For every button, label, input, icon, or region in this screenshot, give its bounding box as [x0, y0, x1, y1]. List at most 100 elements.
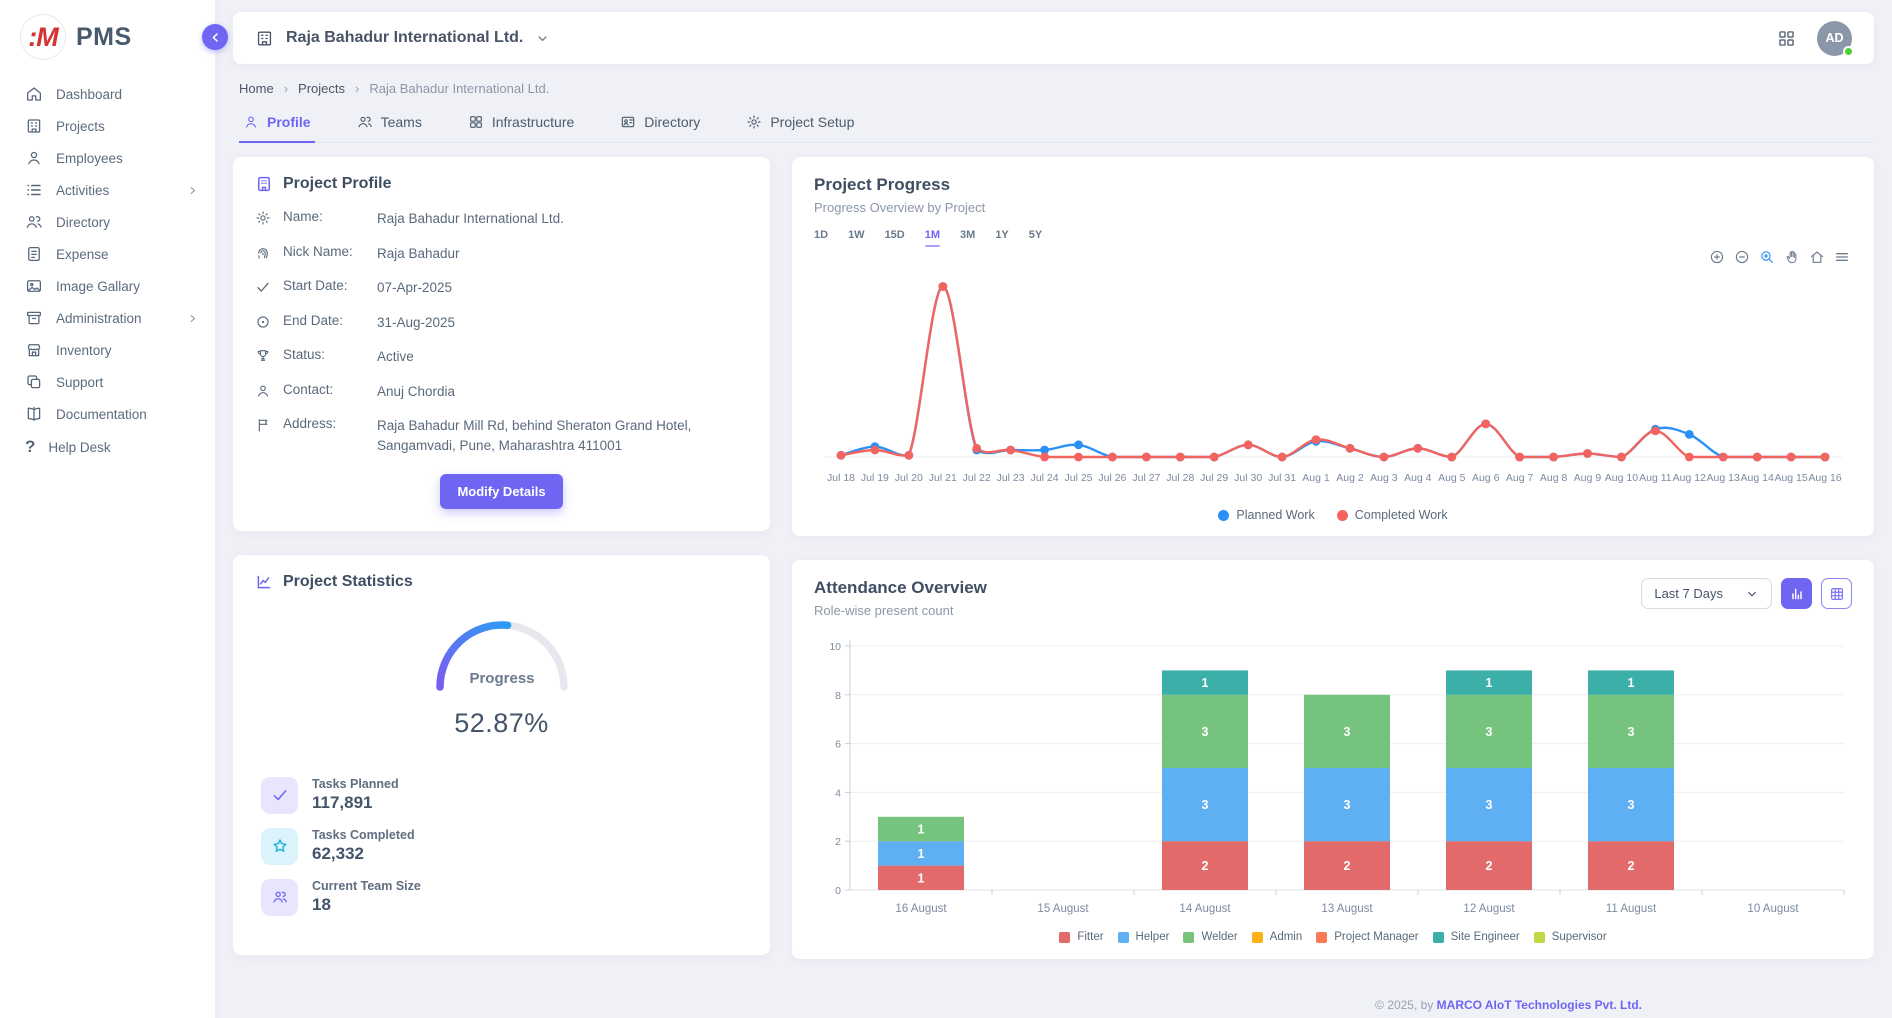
legend-label: Fitter [1077, 931, 1103, 943]
sidebar-collapse-button[interactable] [202, 24, 228, 50]
sidebar-item-projects[interactable]: Projects [0, 110, 215, 142]
svg-text:Jul 18: Jul 18 [827, 472, 855, 484]
legend-helper[interactable]: Helper [1118, 931, 1170, 943]
zoom-in-icon[interactable] [1709, 249, 1725, 265]
range-button-3m[interactable]: 3M [960, 229, 975, 247]
home-reset-icon[interactable] [1809, 249, 1825, 265]
svg-text:1: 1 [918, 823, 925, 837]
bar-view-button[interactable] [1781, 578, 1812, 609]
project-progress-card: Project Progress Progress Overview by Pr… [792, 157, 1874, 536]
help-icon: ? [25, 437, 35, 457]
field-value: Active [377, 347, 414, 367]
sidebar-item-label: Projects [56, 119, 105, 134]
range-buttons: 1D 1W 15D 1M 3M 1Y 5Y [814, 229, 1852, 247]
sidebar-item-documentation[interactable]: Documentation [0, 398, 215, 430]
idcard-icon [620, 114, 636, 130]
legend-welder[interactable]: Welder [1183, 931, 1237, 943]
attendance-range-select[interactable]: Last 7 Days [1641, 578, 1772, 609]
sidebar: :M PMS Dashboard Projects EmployeesActivit… [0, 0, 215, 1018]
legend-project-manager[interactable]: Project Manager [1316, 931, 1418, 943]
field-value: Raja Bahadur International Ltd. [377, 209, 564, 229]
legend-label: Admin [1270, 931, 1303, 943]
sidebar-item-label: Help Desk [48, 440, 110, 455]
breadcrumb-item-home[interactable]: Home [239, 81, 274, 96]
main-area: Raja Bahadur International Ltd. AD Home ›… [215, 0, 1892, 1018]
sidebar-item-label: Support [56, 375, 103, 390]
attendance-card-title: Attendance Overview [814, 578, 987, 598]
svg-text:3: 3 [1628, 725, 1635, 739]
apps-grid-icon[interactable] [1776, 28, 1797, 49]
sidebar-item-label: Expense [56, 247, 109, 262]
svg-text:14 August: 14 August [1179, 903, 1231, 915]
fingerprint-icon [255, 245, 271, 261]
zoom-out-icon[interactable] [1734, 249, 1750, 265]
legend-label: Site Engineer [1451, 931, 1520, 943]
profile-field-status: Status:Active [255, 347, 748, 367]
sidebar-item-image-gallary[interactable]: Image Gallary [0, 270, 215, 302]
sidebar-item-support[interactable]: Support [0, 366, 215, 398]
project-profile-card: Project Profile Name:Raja Bahadur Intern… [233, 157, 770, 531]
app-logo[interactable]: :M PMS [0, 0, 215, 70]
attendance-bar-chart[interactable]: 024681011116 August15 August233114 Augus… [814, 632, 1852, 927]
tab-project-setup[interactable]: Project Setup [742, 112, 858, 143]
modify-details-button[interactable]: Modify Details [440, 474, 562, 509]
range-button-15d[interactable]: 15D [885, 229, 905, 247]
svg-text:12 August: 12 August [1463, 903, 1515, 915]
stat-rows: Tasks Planned117,891Tasks Completed62,33… [255, 777, 748, 916]
field-label: Start Date: [283, 278, 365, 293]
range-button-1m[interactable]: 1M [925, 229, 940, 247]
attendance-card-subtitle: Role-wise present count [814, 603, 987, 618]
field-value: 07-Apr-2025 [377, 278, 452, 298]
zoom-select-icon[interactable] [1759, 249, 1775, 265]
legend-admin[interactable]: Admin [1252, 931, 1303, 943]
svg-text:2: 2 [1344, 859, 1351, 873]
tab-profile[interactable]: Profile [239, 112, 315, 143]
range-button-1d[interactable]: 1D [814, 229, 828, 247]
breadcrumb-separator: › [355, 81, 359, 96]
svg-text:3: 3 [1486, 725, 1493, 739]
users-icon [25, 213, 43, 231]
sidebar-item-directory[interactable]: Directory [0, 206, 215, 238]
gear-icon [255, 210, 271, 226]
home-icon [25, 85, 43, 103]
pan-icon[interactable] [1784, 249, 1800, 265]
menu-icon[interactable] [1834, 249, 1850, 265]
sidebar-item-inventory[interactable]: Inventory [0, 334, 215, 366]
legend-dot [1218, 510, 1229, 521]
sidebar-item-help-desk[interactable]: ? Help Desk [0, 430, 215, 464]
tab-teams[interactable]: Teams [353, 112, 426, 143]
store-icon [25, 341, 43, 359]
legend-fitter[interactable]: Fitter [1059, 931, 1103, 943]
svg-text:Jul 28: Jul 28 [1166, 472, 1194, 484]
field-label: Contact: [283, 382, 365, 397]
company-selector[interactable]: Raja Bahadur International Ltd. [255, 29, 550, 48]
footer-company-link[interactable]: MARCO AIoT Technologies Pvt. Ltd. [1437, 998, 1642, 1012]
breadcrumb-item-projects[interactable]: Projects [298, 81, 345, 96]
user-menu[interactable]: AD [1817, 21, 1852, 56]
sidebar-item-activities[interactable]: Activities [0, 174, 215, 206]
sidebar-item-expense[interactable]: Expense [0, 238, 215, 270]
sidebar-item-employees[interactable]: Employees [0, 142, 215, 174]
range-button-1w[interactable]: 1W [848, 229, 865, 247]
check-icon [261, 777, 298, 814]
svg-text:Aug 13: Aug 13 [1707, 472, 1740, 484]
sidebar-item-dashboard[interactable]: Dashboard [0, 78, 215, 110]
svg-text:1: 1 [918, 847, 925, 861]
progress-line-chart[interactable]: Jul 18Jul 19Jul 20Jul 21Jul 22Jul 23Jul … [814, 269, 1852, 502]
tab-infrastructure[interactable]: Infrastructure [464, 112, 578, 143]
legend-planned-work[interactable]: Planned Work [1218, 508, 1314, 522]
range-button-5y[interactable]: 5Y [1029, 229, 1042, 247]
legend-completed-work[interactable]: Completed Work [1337, 508, 1448, 522]
legend-supervisor[interactable]: Supervisor [1534, 931, 1607, 943]
sidebar-item-administration[interactable]: Administration [0, 302, 215, 334]
legend-label: Project Manager [1334, 931, 1418, 943]
legend-swatch [1316, 932, 1327, 943]
team-icon [261, 879, 298, 916]
table-view-button[interactable] [1821, 578, 1852, 609]
list-icon [25, 181, 43, 199]
legend-site-engineer[interactable]: Site Engineer [1433, 931, 1520, 943]
range-button-1y[interactable]: 1Y [995, 229, 1008, 247]
tab-directory[interactable]: Directory [616, 112, 704, 143]
field-label: Nick Name: [283, 244, 365, 259]
gear-icon [746, 114, 762, 130]
